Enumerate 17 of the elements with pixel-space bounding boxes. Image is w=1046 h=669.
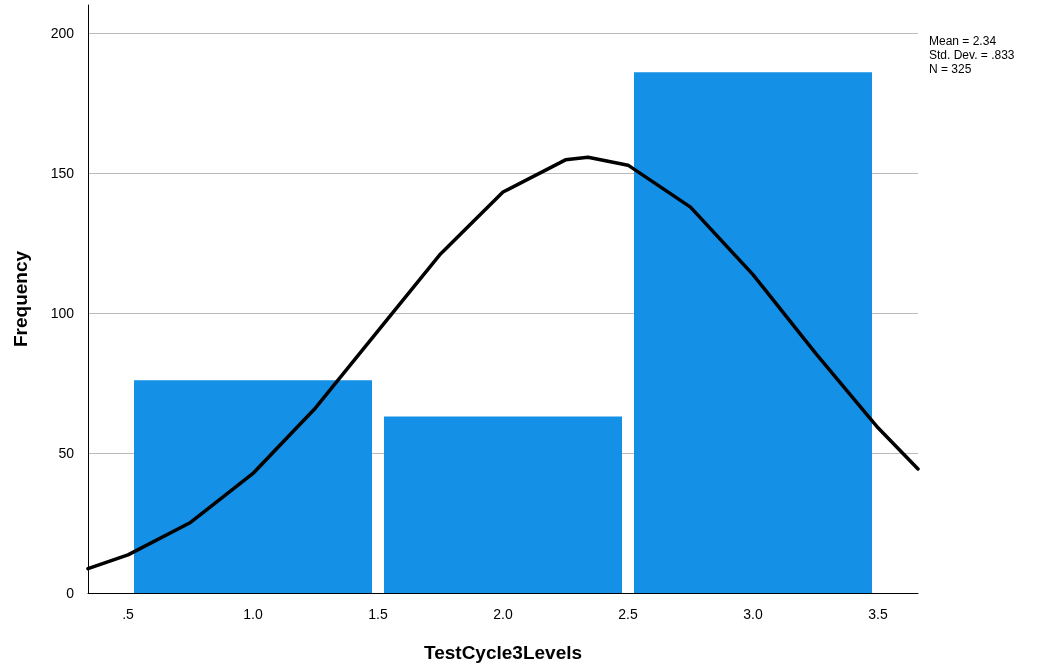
y-tick-label: 50 bbox=[58, 445, 75, 461]
x-tick-label: 2.0 bbox=[493, 606, 513, 622]
y-tick-label: 200 bbox=[50, 25, 75, 41]
x-tick-label: 2.5 bbox=[618, 606, 638, 622]
x-axis-title: TestCycle3Levels bbox=[423, 642, 583, 663]
x-tick-label: 3.0 bbox=[743, 606, 763, 622]
y-tick-label: 150 bbox=[50, 165, 75, 181]
text: N = 325 bbox=[929, 62, 972, 76]
y-axis-title: Frequency bbox=[10, 250, 31, 348]
x-tick-label: .5 bbox=[122, 606, 135, 622]
text: Mean = 2.34 bbox=[929, 34, 997, 48]
y-tick-label: 100 bbox=[50, 305, 75, 321]
text: Std. Dev. = .833 bbox=[929, 48, 1015, 62]
x-tick-label: 1.5 bbox=[368, 606, 388, 622]
x-tick-label: 1.0 bbox=[243, 606, 263, 622]
x-tick-label: 3.5 bbox=[868, 606, 888, 622]
y-tick-label: 0 bbox=[66, 585, 75, 601]
